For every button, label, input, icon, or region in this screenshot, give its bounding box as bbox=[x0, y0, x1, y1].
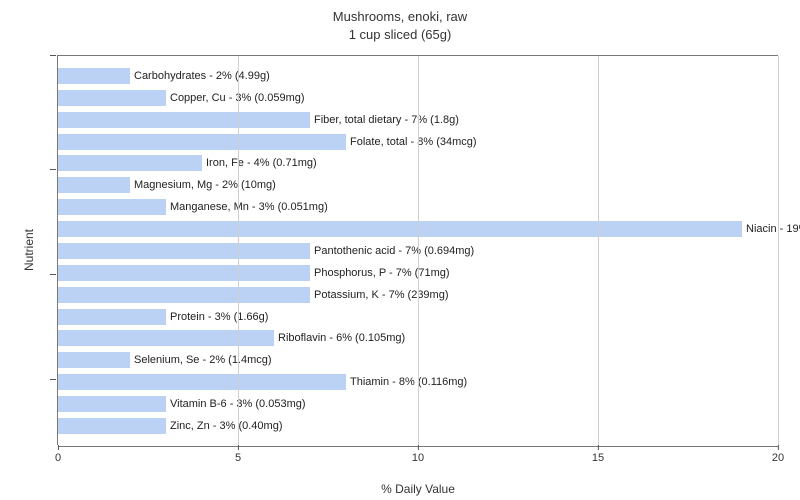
x-axis-title: % Daily Value bbox=[58, 482, 778, 496]
x-tick-mark bbox=[238, 445, 239, 450]
bar-label: Vitamin B-6 - 3% (0.053mg) bbox=[166, 398, 306, 410]
bar-label: Zinc, Zn - 3% (0.40mg) bbox=[166, 420, 282, 432]
bar bbox=[58, 199, 166, 215]
x-tick-mark bbox=[58, 445, 59, 450]
bar-label: Manganese, Mn - 3% (0.051mg) bbox=[166, 201, 328, 213]
bar bbox=[58, 374, 346, 390]
bar-label: Fiber, total dietary - 7% (1.8g) bbox=[310, 114, 459, 126]
gridline bbox=[238, 56, 239, 446]
bar-label: Magnesium, Mg - 2% (10mg) bbox=[130, 179, 276, 191]
bar bbox=[58, 155, 202, 171]
gridline bbox=[778, 56, 779, 446]
x-axis: 05101520 bbox=[58, 445, 778, 475]
bar-label: Pantothenic acid - 7% (0.694mg) bbox=[310, 245, 474, 257]
bar-label: Riboflavin - 6% (0.105mg) bbox=[274, 332, 405, 344]
bar bbox=[58, 68, 130, 84]
x-tick-label: 5 bbox=[235, 452, 241, 464]
bar bbox=[58, 265, 310, 281]
x-tick-label: 20 bbox=[772, 452, 784, 464]
gridline bbox=[418, 56, 419, 446]
bar-label: Phosphorus, P - 7% (71mg) bbox=[310, 267, 450, 279]
y-tick bbox=[50, 379, 56, 380]
x-tick-label: 15 bbox=[592, 452, 604, 464]
bar bbox=[58, 396, 166, 412]
x-tick: 5 bbox=[235, 445, 241, 464]
bar-label: Carbohydrates - 2% (4.99g) bbox=[130, 70, 270, 82]
bar-label: Thiamin - 8% (0.116mg) bbox=[346, 376, 467, 388]
chart-title-line1: Mushrooms, enoki, raw bbox=[0, 8, 800, 26]
bar bbox=[58, 134, 346, 150]
y-tick bbox=[50, 169, 56, 170]
bar bbox=[58, 352, 130, 368]
x-tick: 0 bbox=[55, 445, 61, 464]
bar-label: Niacin - 19% (3.837mg) bbox=[742, 223, 800, 235]
bar bbox=[58, 287, 310, 303]
gridline bbox=[598, 56, 599, 446]
x-tick-label: 10 bbox=[412, 452, 424, 464]
y-axis-ticks bbox=[50, 55, 58, 445]
bar bbox=[58, 418, 166, 434]
y-tick bbox=[50, 274, 56, 275]
chart-title: Mushrooms, enoki, raw 1 cup sliced (65g) bbox=[0, 0, 800, 43]
bar bbox=[58, 243, 310, 259]
bar-label: Iron, Fe - 4% (0.71mg) bbox=[202, 157, 317, 169]
x-tick-mark bbox=[778, 445, 779, 450]
bar-label: Folate, total - 8% (34mcg) bbox=[346, 136, 477, 148]
plot-area: Carbohydrates - 2% (4.99g) Copper, Cu - 3… bbox=[58, 55, 778, 447]
x-tick-mark bbox=[598, 445, 599, 450]
x-tick: 20 bbox=[772, 445, 784, 464]
bar-label: Potassium, K - 7% (239mg) bbox=[310, 289, 449, 301]
x-tick: 15 bbox=[592, 445, 604, 464]
bar bbox=[58, 177, 130, 193]
nutrient-bar-chart: Mushrooms, enoki, raw 1 cup sliced (65g)… bbox=[0, 0, 800, 500]
y-axis-title: Nutrient bbox=[22, 229, 36, 271]
x-tick-label: 0 bbox=[55, 452, 61, 464]
bar bbox=[58, 330, 274, 346]
x-tick: 10 bbox=[412, 445, 424, 464]
bar bbox=[58, 90, 166, 106]
y-tick bbox=[50, 55, 56, 56]
bar bbox=[58, 112, 310, 128]
bar bbox=[58, 221, 742, 237]
x-tick-mark bbox=[418, 445, 419, 450]
bar-label: Protein - 3% (1.66g) bbox=[166, 311, 268, 323]
chart-title-line2: 1 cup sliced (65g) bbox=[0, 26, 800, 44]
bar-label: Selenium, Se - 2% (1.4mcg) bbox=[130, 354, 272, 366]
bar-label: Copper, Cu - 3% (0.059mg) bbox=[166, 92, 305, 104]
bar bbox=[58, 309, 166, 325]
